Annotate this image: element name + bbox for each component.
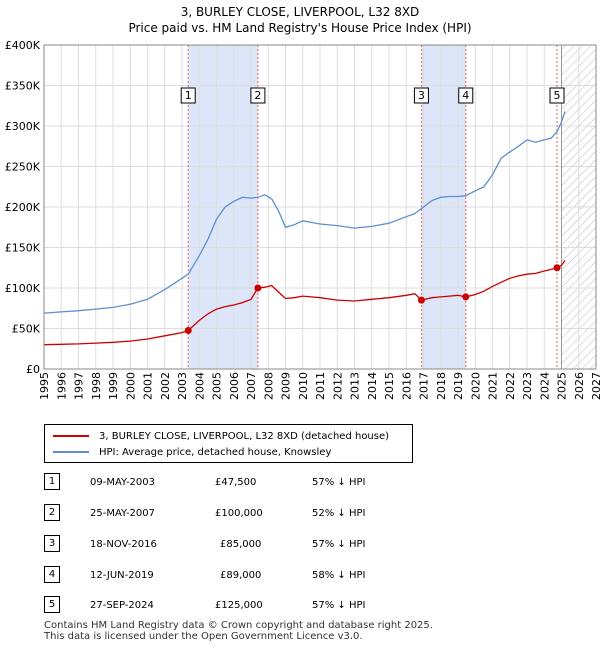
row-price: £47,500 [215,477,257,488]
row-price: £125,000 [215,600,263,611]
row-date: 09-MAY-2003 [90,477,156,488]
row-price: £89,000 [220,570,262,581]
attribution-line-1: Contains HM Land Registry data © Crown c… [44,620,433,631]
legend-label-hpi: HPI: Average price, detached house, Know… [99,446,332,458]
row-date: 18-NOV-2016 [90,539,157,550]
x-tick-label: 1997 [73,372,86,400]
row-price: £100,000 [215,508,263,519]
x-tick-label: 2016 [400,372,413,400]
x-tick-label: 1999 [107,372,120,400]
row-number-box: 3 [44,535,60,552]
row-date: 25-MAY-2007 [90,508,156,519]
title-address: 3, BURLEY CLOSE, LIVERPOOL, L32 8XD [180,5,420,19]
table-row: 5 27-SEP-2024 £125,000 57% ↓ HPI [0,596,600,618]
x-tick-label: 2006 [228,372,241,400]
table-row: 2 25-MAY-2007 £100,000 52% ↓ HPI [0,504,600,526]
x-tick-label: 2026 [573,372,586,400]
x-tick-label: 2019 [452,372,465,400]
x-tick-label: 2009 [280,372,293,400]
legend-swatch-hpi [53,451,89,453]
row-hpi-diff: 57% ↓ HPI [312,539,366,550]
property-price-line [43,260,566,346]
sale-number-label: 2 [254,89,261,102]
x-tick-label: 2021 [487,372,500,400]
x-tick-label: 2012 [331,372,344,400]
legend-item-hpi: HPI: Average price, detached house, Know… [53,445,331,459]
x-tick-label: 2004 [193,372,206,400]
x-tick-label: 2013 [349,372,362,400]
y-tick-label: £400K [5,39,41,52]
row-hpi-diff: 57% ↓ HPI [312,477,366,488]
sale-number-box [458,87,474,104]
table-row: 1 09-MAY-2003 £47,500 57% ↓ HPI [0,473,600,495]
x-tick-label: 2011 [314,372,327,400]
x-tick-label: 2003 [176,372,189,400]
price-chart: 1 2 3 4 5 £0 £50K £100K £150K £200K £250K £300K £350… [5,39,600,400]
legend-label-property: 3, BURLEY CLOSE, LIVERPOOL, L32 8XD (det… [99,430,390,442]
sale-point [553,264,561,272]
x-tick-label: 2007 [245,372,258,400]
x-tick-label: 2020 [469,372,482,400]
legend-swatch-property [53,435,89,437]
sale-number-label: 3 [418,89,425,102]
plot-frame [43,44,597,370]
sale-number-label: 4 [462,89,469,102]
sale-number-box [549,87,565,104]
x-tick-label: 1996 [55,372,68,400]
sale-point [254,284,262,292]
x-tick-label: 2001 [142,372,155,400]
sale-number-label: 5 [554,89,561,102]
table-row: 3 18-NOV-2016 £85,000 57% ↓ HPI [0,535,600,557]
row-hpi-diff: 58% ↓ HPI [312,570,366,581]
chart-legend: 3, BURLEY CLOSE, LIVERPOOL, L32 8XD (det… [44,424,413,463]
x-tick-label: 2017 [418,372,431,400]
x-tick-label: 2002 [159,372,172,400]
row-date: 27-SEP-2024 [90,600,154,611]
x-tick-label: 2022 [504,372,517,400]
row-number-box: 1 [44,473,60,490]
sale-point [417,296,425,304]
x-tick-label: 2000 [124,372,137,400]
attribution-line-2: This data is licensed under the Open Gov… [44,631,363,642]
x-tick-label: 2010 [297,372,310,400]
sale-point [462,293,470,301]
attribution-footer: Contains HM Land Registry data © Crown c… [44,620,433,642]
row-number-box: 4 [44,566,60,583]
table-row: 4 12-JUN-2019 £89,000 58% ↓ HPI [0,566,600,588]
x-tick-label: 2014 [366,372,379,400]
title-subtitle: Price paid vs. HM Land Registry's House … [128,21,472,35]
x-tick-label: 2025 [556,372,569,400]
y-tick-label: £350K [5,80,41,93]
sale-number-box [413,87,429,104]
legend-item-property: 3, BURLEY CLOSE, LIVERPOOL, L32 8XD (det… [53,429,389,443]
row-price: £85,000 [220,539,262,550]
y-tick-label: £300K [5,120,41,133]
y-tick-label: £150K [5,242,41,255]
x-tick-label: 2015 [383,372,396,400]
hpi-line [43,111,566,314]
x-tick-label: 1998 [90,372,103,400]
x-tick-label: 2027 [590,372,600,400]
x-tick-label: 2008 [262,372,275,400]
row-hpi-diff: 57% ↓ HPI [312,600,366,611]
x-tick-label: 1995 [38,372,51,400]
x-tick-label: 2005 [211,372,224,400]
y-tick-label: £200K [5,201,41,214]
sale-number-label: 1 [185,89,192,102]
row-hpi-diff: 52% ↓ HPI [312,508,366,519]
y-tick-label: £0 [26,363,40,376]
sale-point [184,327,192,335]
x-tick-label: 2023 [521,372,534,400]
row-number-box: 2 [44,504,60,521]
y-tick-label: £250K [5,161,41,174]
x-tick-label: 2024 [538,372,551,400]
sale-number-box [180,87,196,104]
sale-number-box [250,87,266,104]
y-tick-label: £50K [12,323,41,336]
row-date: 12-JUN-2019 [90,570,154,581]
chart-title: 3, BURLEY CLOSE, LIVERPOOL, L32 8XD Pric… [0,4,600,36]
row-number-box: 5 [44,596,60,613]
x-tick-label: 2018 [435,372,448,400]
y-tick-label: £100K [5,282,41,295]
